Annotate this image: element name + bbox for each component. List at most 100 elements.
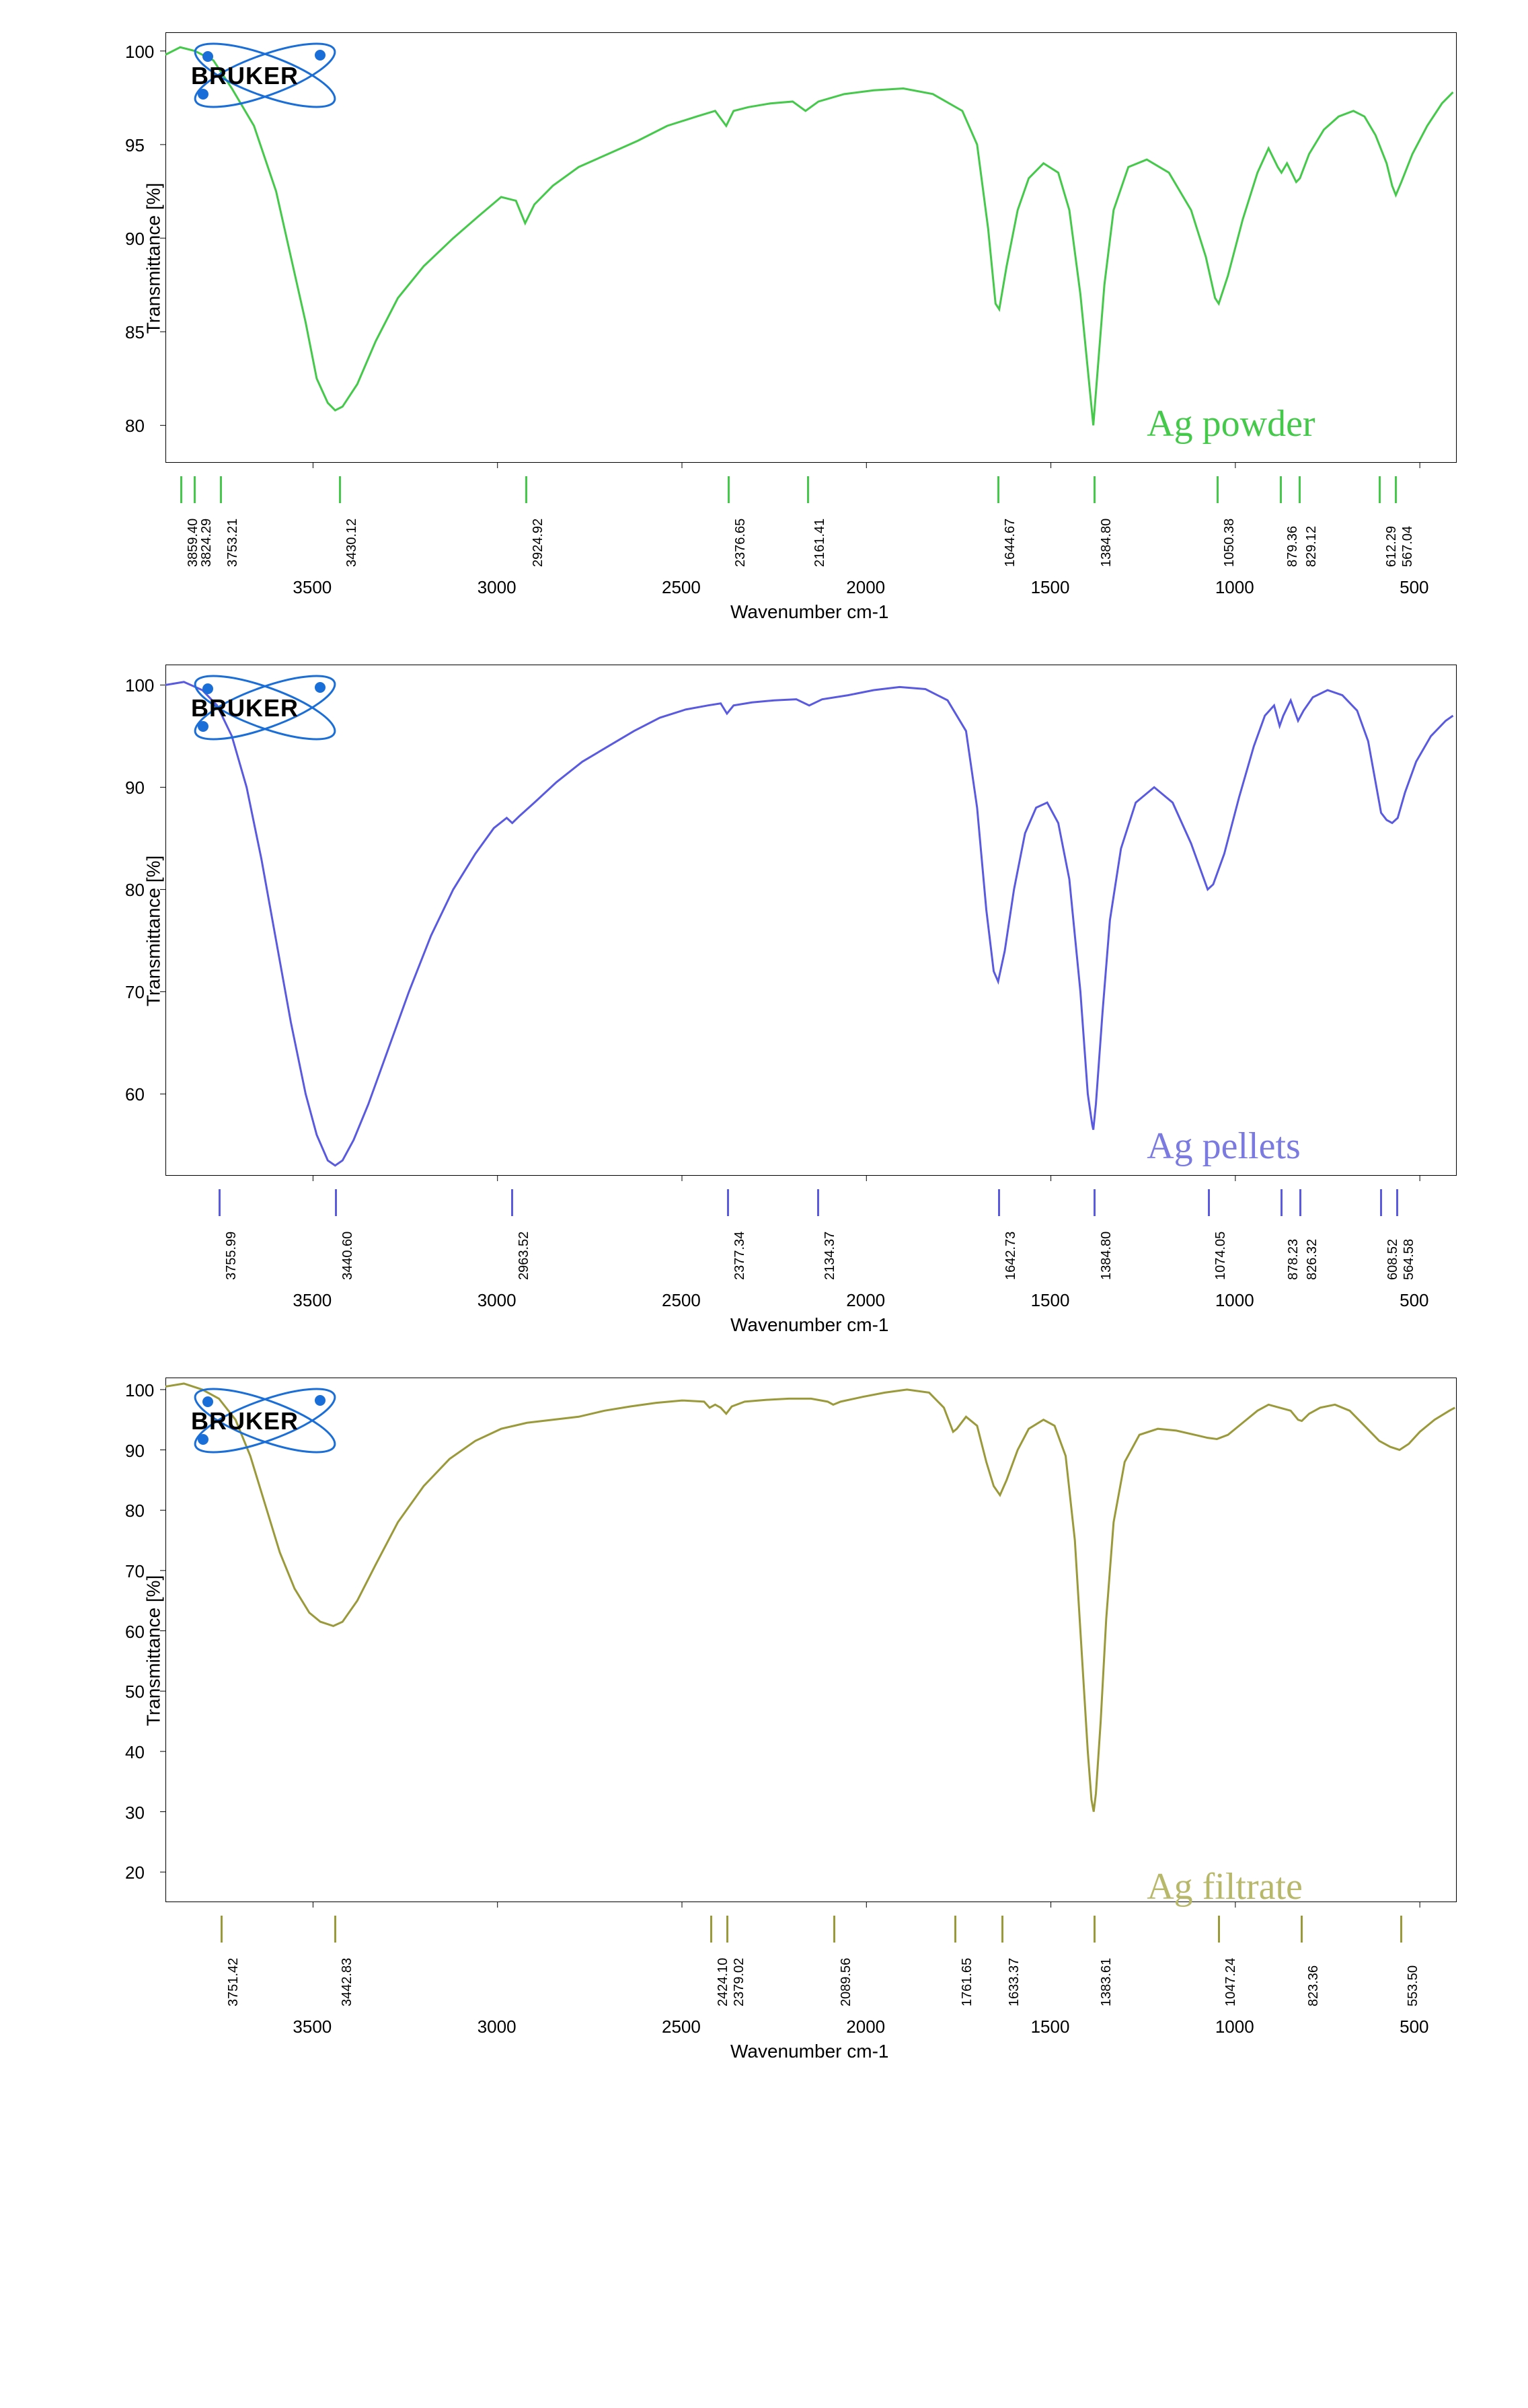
sample-label: Ag powder (1147, 402, 1315, 445)
peak-label: 3751.42 (226, 1958, 241, 2006)
peak-label: 1050.38 (1222, 519, 1237, 567)
spectrum-svg (165, 32, 1457, 463)
bruker-logo: BRUKER (178, 1380, 352, 1461)
x-tick-label: 500 (1400, 1290, 1428, 1311)
y-tick-label: 80 (125, 1501, 145, 1521)
x-tick-label: 2500 (662, 1290, 701, 1311)
peak-tick (998, 1189, 1000, 1216)
logo-text: BRUKER (191, 1407, 299, 1435)
peak-tick (339, 476, 341, 503)
peak-label: 608.52 (1385, 1239, 1401, 1280)
bruker-logo: BRUKER (178, 667, 352, 748)
spectrum-panel-ag-filtrate: 20304050607080901003751.423442.832424.10… (51, 1372, 1477, 2058)
y-tick-label: 90 (125, 229, 145, 250)
x-tick-label: 2000 (846, 1290, 885, 1311)
peak-tick (1094, 476, 1096, 503)
peak-tick (1380, 1189, 1382, 1216)
y-tick-label: 95 (125, 135, 145, 156)
peak-tick (833, 1916, 835, 1943)
peak-tick (1299, 476, 1301, 503)
bruker-logo: BRUKER (178, 35, 352, 116)
peak-tick (807, 476, 809, 503)
peak-tick (1217, 476, 1219, 503)
peak-label: 1383.61 (1099, 1958, 1114, 2006)
x-tick-label: 3500 (293, 577, 332, 598)
peak-label: 3753.21 (225, 519, 241, 567)
peak-tick (511, 1189, 513, 1216)
y-tick-label: 90 (125, 1441, 145, 1462)
y-tick-label: 70 (125, 982, 145, 1003)
x-tick-label: 2000 (846, 577, 885, 598)
peak-label: 1633.37 (1007, 1958, 1022, 2006)
peak-tick (1396, 1189, 1398, 1216)
x-tick-label: 2000 (846, 2017, 885, 2037)
peak-label: 823.36 (1306, 1965, 1322, 2006)
x-tick-label: 3000 (478, 2017, 517, 2037)
y-tick-label: 50 (125, 1682, 145, 1702)
peak-label: 567.04 (1400, 526, 1416, 567)
spectrum-panel-ag-pellets: 607080901003755.993440.602963.522377.342… (51, 659, 1477, 1332)
peak-label: 553.50 (1406, 1965, 1421, 2006)
peak-label: 1384.80 (1099, 519, 1114, 567)
peak-tick (335, 1189, 337, 1216)
y-tick-label: 60 (125, 1084, 145, 1105)
y-tick-label: 30 (125, 1803, 145, 1823)
peak-label: 2161.41 (812, 519, 828, 567)
peak-tick (221, 1916, 223, 1943)
x-tick-label: 3500 (293, 1290, 332, 1311)
x-tick-label: 1500 (1031, 2017, 1070, 2037)
x-tick-label: 1000 (1215, 1290, 1254, 1311)
y-tick-label: 20 (125, 1863, 145, 1883)
peak-tick (220, 476, 222, 503)
y-tick-label: 85 (125, 322, 145, 343)
peak-label: 2963.52 (517, 1232, 532, 1280)
peak-tick (334, 1916, 336, 1943)
x-tick-label: 1500 (1031, 577, 1070, 598)
peak-tick (1299, 1189, 1301, 1216)
peak-tick (1280, 476, 1282, 503)
peak-label: 612.29 (1384, 526, 1400, 567)
peak-label: 3430.12 (344, 519, 360, 567)
peak-tick (1395, 476, 1397, 503)
peak-tick (710, 1916, 712, 1943)
peak-label: 3824.29 (199, 519, 215, 567)
spectrum-svg (165, 1378, 1457, 1902)
peak-label: 3442.83 (340, 1958, 355, 2006)
x-tick-label: 3000 (478, 577, 517, 598)
y-tick-label: 70 (125, 1561, 145, 1582)
x-tick-label: 1500 (1031, 1290, 1070, 1311)
sample-label: Ag pellets (1147, 1125, 1301, 1168)
spectrum-curve (165, 1384, 1455, 1812)
spectrum-curve (165, 682, 1453, 1166)
peak-tick (954, 1916, 956, 1943)
peak-tick (726, 1916, 728, 1943)
x-axis-label: Wavenumber cm-1 (730, 2041, 888, 2062)
y-axis-label: Transmittance [%] (143, 856, 164, 1007)
peak-tick (997, 476, 999, 503)
peak-tick (1400, 1916, 1402, 1943)
peak-tick (1208, 1189, 1210, 1216)
peak-label: 879.36 (1285, 526, 1301, 567)
peak-label: 2134.37 (823, 1232, 838, 1280)
peak-label: 564.58 (1402, 1239, 1417, 1280)
x-tick-label: 3000 (478, 1290, 517, 1311)
peak-tick (1301, 1916, 1303, 1943)
peak-tick (219, 1189, 221, 1216)
peak-tick (1379, 476, 1381, 503)
y-tick-label: 100 (125, 42, 154, 63)
peak-label: 826.32 (1305, 1239, 1320, 1280)
peak-label: 1644.67 (1003, 519, 1018, 567)
y-tick-label: 100 (125, 675, 154, 696)
y-axis-label: Transmittance [%] (143, 1575, 164, 1727)
x-tick-label: 3500 (293, 2017, 332, 2037)
peak-label: 2376.65 (733, 519, 749, 567)
spectrum-curve (165, 47, 1453, 425)
peak-label: 2379.02 (732, 1958, 747, 2006)
peak-tick (1094, 1916, 1096, 1943)
logo-text: BRUKER (191, 62, 299, 90)
peak-label: 1384.80 (1099, 1232, 1114, 1280)
peak-tick (1218, 1916, 1220, 1943)
peak-label: 2377.34 (732, 1232, 748, 1280)
spectrum-panel-ag-powder: 808590951003859.403824.293753.213430.122… (51, 27, 1477, 619)
x-tick-label: 1000 (1215, 577, 1254, 598)
